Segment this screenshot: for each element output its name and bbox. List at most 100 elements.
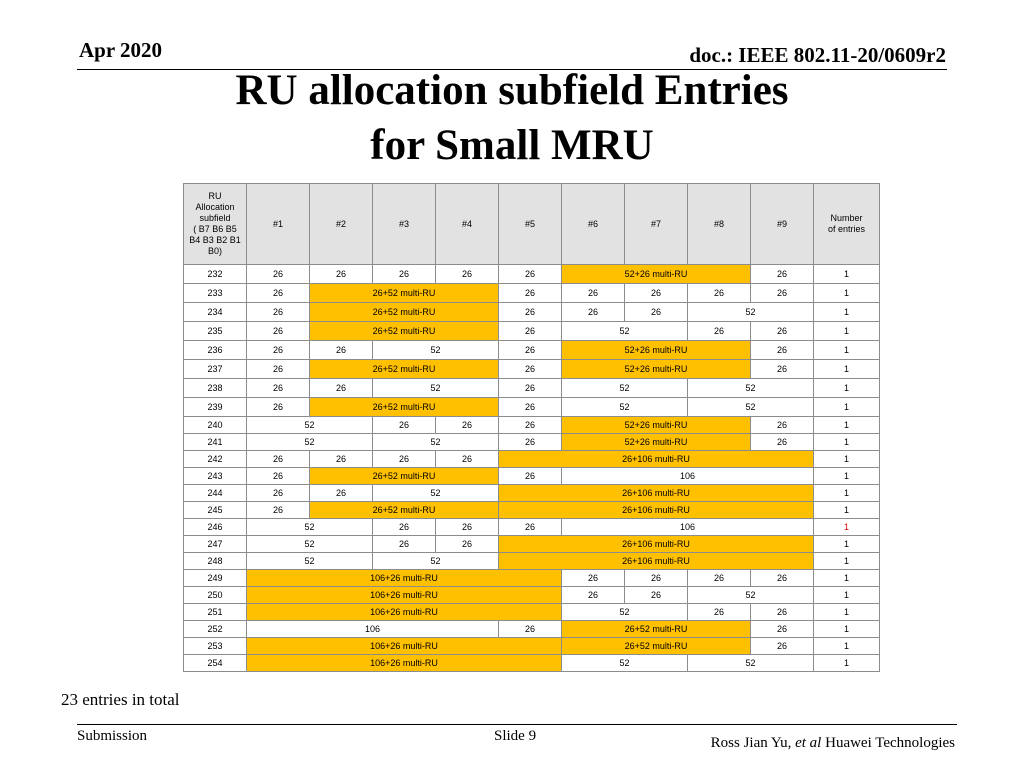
subfield-value-cell: 253: [183, 637, 247, 655]
ru-cell: 26: [246, 302, 310, 322]
ru-cell: 52: [561, 321, 688, 341]
ru-cell: 52: [246, 552, 373, 570]
multi-ru-cell: 52+26 multi-RU: [561, 264, 751, 284]
ru-cell: 26: [561, 302, 625, 322]
subfield-value-cell: 239: [183, 397, 247, 417]
ru-cell: 26: [561, 586, 625, 604]
ru-cell: 26: [687, 603, 751, 621]
ru-cell: 52: [687, 654, 814, 672]
multi-ru-cell: 26+52 multi-RU: [561, 620, 751, 638]
footer-divider: [77, 724, 957, 725]
table-row: 240 52 26 26 26 52+26 multi-RU 26 1: [183, 416, 880, 434]
ru-cell: 26: [498, 397, 562, 417]
ru-cell: 26: [435, 535, 499, 553]
ru-cell: 52: [372, 433, 499, 451]
table-row: 248 52 52 26+106 multi-RU 1: [183, 552, 880, 570]
ru-cell: 26: [309, 484, 373, 502]
slide-title-line1: RU allocation subfield Entries: [235, 67, 789, 114]
ru-cell: 26: [750, 321, 814, 341]
entries-count-cell: 1: [813, 501, 880, 519]
entries-count-cell: 1: [813, 552, 880, 570]
ru-cell: 106: [561, 467, 814, 485]
ru-cell: 26: [498, 467, 562, 485]
multi-ru-cell: 106+26 multi-RU: [246, 603, 562, 621]
table-row: 232 26 26 26 26 26 52+26 multi-RU 26 1: [183, 264, 880, 284]
multi-ru-cell: 26+52 multi-RU: [309, 397, 499, 417]
ru-cell: 52: [561, 654, 688, 672]
ru-cell: 26: [498, 518, 562, 536]
ru-cell: 26: [750, 637, 814, 655]
table-row: 234 26 26+52 multi-RU 26 26 26 52 1: [183, 302, 880, 322]
entries-count-cell: 1: [813, 340, 880, 360]
header-col-3: #3: [372, 183, 436, 265]
multi-ru-cell: 26+106 multi-RU: [498, 450, 814, 468]
entries-count-cell: 1: [813, 433, 880, 451]
header-col-2: #2: [309, 183, 373, 265]
header-col-5: #5: [498, 183, 562, 265]
table-row: 243 26 26+52 multi-RU 26 106 1: [183, 467, 880, 485]
ru-cell: 26: [246, 359, 310, 379]
entries-count-cell: 1: [813, 620, 880, 638]
subfield-value-cell: 244: [183, 484, 247, 502]
multi-ru-cell: 26+106 multi-RU: [498, 535, 814, 553]
header-col-4: #4: [435, 183, 499, 265]
table-row: 242 26 26 26 26 26+106 multi-RU 1: [183, 450, 880, 468]
header-line: of entries: [827, 224, 866, 234]
ru-cell: 52: [372, 552, 499, 570]
ru-cell: 26: [435, 264, 499, 284]
multi-ru-cell: 26+52 multi-RU: [309, 302, 499, 322]
header-col-6: #6: [561, 183, 625, 265]
ru-cell: 26: [246, 264, 310, 284]
subfield-value-cell: 247: [183, 535, 247, 553]
ru-cell: 26: [687, 321, 751, 341]
entries-count-cell: 1: [813, 378, 880, 398]
table-row: 235 26 26+52 multi-RU 26 52 26 26 1: [183, 321, 880, 341]
ru-cell: 26: [246, 397, 310, 417]
ru-cell: 26: [498, 378, 562, 398]
multi-ru-cell: 106+26 multi-RU: [246, 569, 562, 587]
entries-count-cell: 1: [813, 264, 880, 284]
header-line: RU: [208, 191, 222, 201]
ru-cell: 26: [561, 283, 625, 303]
ru-allocation-table: RU Allocation subfield( B7 B6 B5 B4 B3 B2 B…: [183, 183, 880, 672]
entries-count-cell: 1: [813, 569, 880, 587]
multi-ru-cell: 26+52 multi-RU: [309, 467, 499, 485]
subfield-value-cell: 251: [183, 603, 247, 621]
entries-count-cell: 1: [813, 484, 880, 502]
ru-cell: 26: [498, 340, 562, 360]
ru-cell: 26: [498, 283, 562, 303]
multi-ru-cell: 26+52 multi-RU: [561, 637, 751, 655]
ru-cell: 52: [687, 397, 814, 417]
ru-cell: 26: [435, 450, 499, 468]
subfield-value-cell: 252: [183, 620, 247, 638]
ru-cell: 52: [687, 378, 814, 398]
ru-cell: 26: [372, 450, 436, 468]
ru-cell: 26: [246, 467, 310, 485]
ru-cell: 26: [309, 378, 373, 398]
header-line: subfield: [199, 213, 231, 223]
ru-cell: 52: [687, 302, 814, 322]
ru-cell: 52: [246, 518, 373, 536]
ru-cell: 26: [498, 264, 562, 284]
ru-cell: 26: [750, 264, 814, 284]
ru-cell: 26: [498, 302, 562, 322]
ru-cell: 26: [750, 359, 814, 379]
ru-cell: 26: [246, 283, 310, 303]
ru-cell: 26: [246, 501, 310, 519]
ru-cell: 26: [435, 416, 499, 434]
table-row: 249 106+26 multi-RU 26 26 26 26 1: [183, 569, 880, 587]
ru-cell: 26: [309, 340, 373, 360]
ru-cell: 26: [498, 433, 562, 451]
subfield-value-cell: 249: [183, 569, 247, 587]
table-row: 241 52 52 26 52+26 multi-RU 26 1: [183, 433, 880, 451]
ru-cell: 26: [309, 450, 373, 468]
subfield-value-cell: 232: [183, 264, 247, 284]
entries-count-cell: 1: [813, 518, 880, 536]
ru-cell: 26: [750, 433, 814, 451]
ru-cell: 26: [435, 518, 499, 536]
entries-count-cell: 1: [813, 637, 880, 655]
header-line: B4 B3 B2 B1: [189, 235, 241, 245]
entries-total-note: 23 entries in total: [61, 690, 180, 709]
ru-cell: 26: [372, 264, 436, 284]
subfield-value-cell: 237: [183, 359, 247, 379]
